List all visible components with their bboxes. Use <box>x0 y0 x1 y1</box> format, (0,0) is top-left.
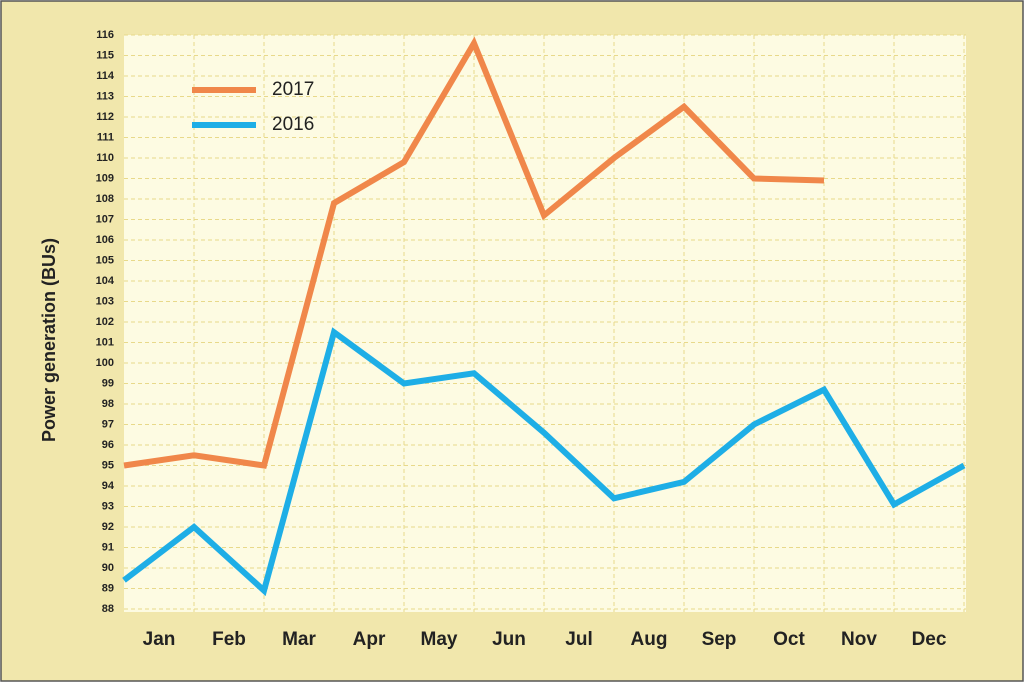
x-tick-label: Feb <box>212 629 246 650</box>
y-tick-label: 101 <box>96 336 114 348</box>
y-tick-label: 102 <box>96 316 114 328</box>
y-tick-label: 105 <box>96 254 114 266</box>
x-tick-label: Oct <box>773 629 805 650</box>
y-tick-label: 115 <box>96 49 114 61</box>
y-tick-label: 110 <box>96 152 114 164</box>
x-tick-label: Jul <box>565 629 592 650</box>
y-tick-label: 108 <box>96 193 114 205</box>
legend-label: 2017 <box>272 79 314 100</box>
y-tick-label: 100 <box>96 357 114 369</box>
y-tick-label: 94 <box>102 480 115 492</box>
x-tick-label: Nov <box>841 629 877 650</box>
y-tick-label: 95 <box>102 459 114 471</box>
y-tick-label: 98 <box>102 398 114 410</box>
y-tick-label: 109 <box>96 172 114 184</box>
y-tick-label: 96 <box>102 439 114 451</box>
y-axis-label: Power generation (BUs) <box>39 238 59 442</box>
x-tick-label: Jan <box>143 629 176 650</box>
y-tick-label: 92 <box>102 521 114 533</box>
y-tick-label: 113 <box>96 90 114 102</box>
y-tick-label: 104 <box>96 275 115 287</box>
y-tick-label: 106 <box>96 234 114 246</box>
y-tick-label: 103 <box>96 295 114 307</box>
y-tick-label: 91 <box>102 541 114 553</box>
x-tick-label: May <box>421 629 458 650</box>
x-tick-label: Aug <box>631 629 668 650</box>
y-tick-label: 88 <box>102 603 114 615</box>
x-tick-label: Apr <box>353 629 386 650</box>
y-tick-label: 107 <box>96 213 114 225</box>
plot-area <box>124 35 966 612</box>
y-tick-label: 116 <box>96 29 114 41</box>
x-tick-label: Sep <box>702 629 737 650</box>
y-tick-label: 114 <box>96 70 115 82</box>
line-series <box>122 327 966 597</box>
x-tick-label: Dec <box>912 629 947 650</box>
x-tick-label: Jun <box>492 629 526 650</box>
y-tick-label: 89 <box>102 582 114 594</box>
y-tick-label: 111 <box>97 131 114 143</box>
y-tick-label: 90 <box>102 562 114 574</box>
y-tick-label: 93 <box>102 500 114 512</box>
legend-label: 2016 <box>272 114 314 135</box>
y-tick-label: 99 <box>102 377 114 389</box>
y-tick-label: 112 <box>96 111 114 123</box>
x-tick-label: Mar <box>282 629 316 650</box>
line-series <box>123 36 825 469</box>
y-tick-label: 97 <box>102 418 114 430</box>
